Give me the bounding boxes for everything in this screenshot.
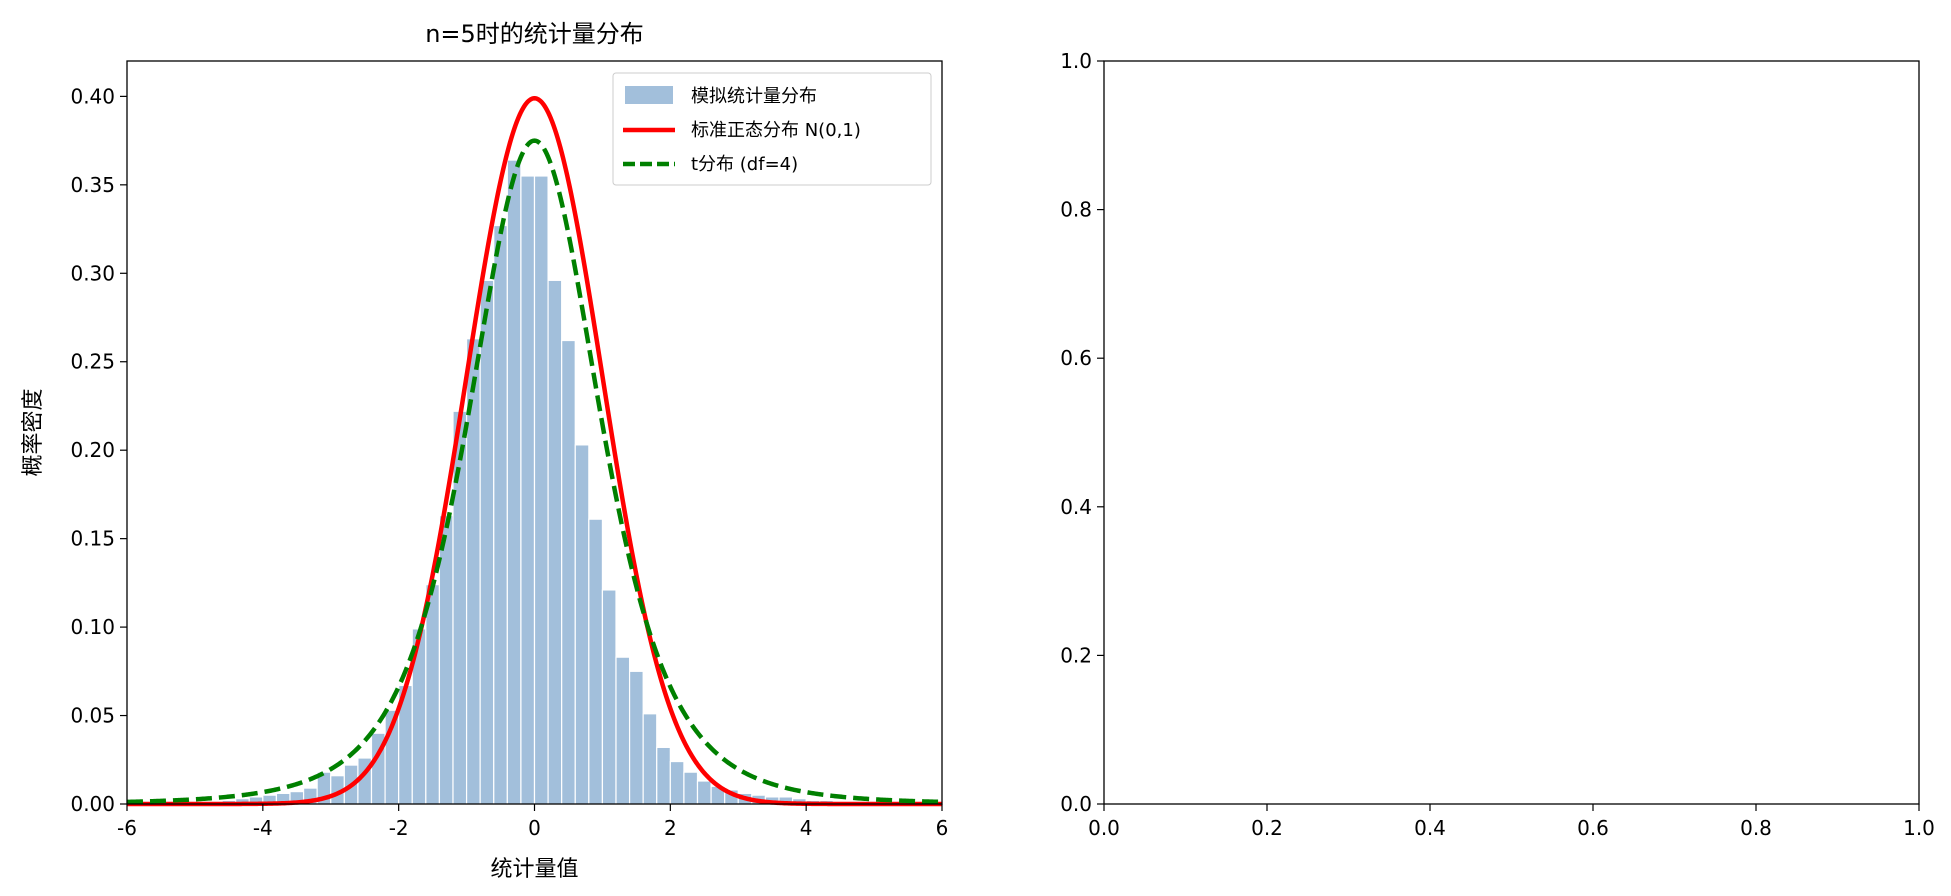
left-chart-title: n=5时的统计量分布 [425,20,644,48]
left-y-tick-label: 0.30 [70,261,115,285]
legend: 模拟统计量分布 标准正态分布 N(0,1) t分布 (df=4) [612,72,932,186]
legend-box [612,72,932,186]
left-x-tick-label: -6 [117,816,137,840]
histogram-bars [221,159,848,805]
left-y-tick-label: 0.00 [70,792,115,816]
histogram-bar [656,746,671,805]
histogram-bar [601,589,617,805]
histogram-bar [520,175,536,805]
right-plot-frame [1103,60,1920,805]
left-y-tick-label: 0.10 [70,615,115,639]
histogram-bar [683,771,699,805]
t-pdf-line [126,138,943,805]
histogram-bar [493,224,508,805]
left-y-axis-label: 概率密度 [21,388,46,476]
right-x-tick-label: 0.4 [1414,816,1446,840]
histogram-bar [533,175,549,805]
right-x-tick-label: 1.0 [1903,816,1935,840]
left-x-tick-label: 0 [528,816,541,840]
histogram-bar [669,760,685,805]
legend-histogram-patch [625,86,673,104]
histogram-bar [547,279,563,805]
histogram-bar [479,279,495,805]
left-x-tick-label: 6 [936,816,949,840]
right-y-tick-label: 0.2 [1060,643,1092,667]
right-chart: 0.0 0.2 0.4 0.6 0.8 1.0 0.0 0.2 0.4 0.6 0.8 1.0 [1060,49,1935,840]
right-y-tick-label: 0.4 [1060,495,1092,519]
histogram-bar [574,444,590,805]
left-x-tick-label: 4 [800,816,813,840]
histogram-bar [588,518,604,805]
right-x-tick-label: 0.0 [1088,816,1120,840]
right-x-tick-label: 0.6 [1577,816,1609,840]
left-x-tick-label: -2 [389,816,409,840]
right-y-tick-label: 1.0 [1060,49,1092,73]
left-y-tick-label: 0.40 [70,84,115,108]
left-y-tick-label: 0.35 [70,173,115,197]
histogram-bar [642,713,658,805]
left-x-axis-label: 统计量值 [490,857,578,882]
left-y-tick-label: 0.15 [70,527,115,551]
left-y-tick-label: 0.20 [70,438,115,462]
histogram-bar [628,670,644,805]
legend-label-t: t分布 (df=4) [691,154,798,175]
right-x-ticks: 0.0 0.2 0.4 0.6 0.8 1.0 [1088,804,1935,840]
left-chart: -6 -4 -2 0 2 4 6 0.000.050.100.150.200.250.300… [21,20,948,882]
right-y-tick-label: 0.8 [1060,198,1092,222]
left-y-tick-label: 0.05 [70,704,115,728]
histogram-bar [506,159,522,805]
right-y-ticks: 0.0 0.2 0.4 0.6 0.8 1.0 [1060,49,1104,816]
histogram-bar [615,656,631,805]
left-x-tick-label: -4 [253,816,273,840]
left-y-ticks: 0.00 0.05 0.10 0.15 0.20 0.25 0.30 0.35 0.40 [70,84,127,816]
histogram-bar [425,584,441,805]
histogram-bar [561,339,576,805]
right-y-tick-label: 0.6 [1060,346,1092,370]
legend-label-histogram: 模拟统计量分布 [691,86,817,107]
left-y-tick-label: 0.25 [70,350,115,374]
legend-label-normal: 标准正态分布 N(0,1) [691,120,861,141]
right-x-tick-label: 0.2 [1251,816,1283,840]
right-x-tick-label: 0.8 [1740,816,1772,840]
left-x-tick-label: 2 [664,816,677,840]
right-y-tick-label: 0.0 [1060,792,1092,816]
left-x-ticks: -6 -4 -2 0 2 4 6 [117,804,948,840]
histogram-bar [696,780,712,805]
